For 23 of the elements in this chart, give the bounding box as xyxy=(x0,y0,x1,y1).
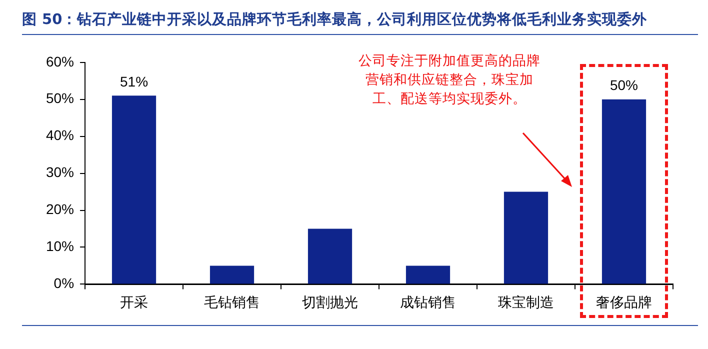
x-tick-label: 成钻销售 xyxy=(400,295,456,312)
bar xyxy=(406,266,450,284)
y-tick-label: 30% xyxy=(46,164,74,180)
y-tick-label: 50% xyxy=(46,90,74,106)
y-tick-label: 10% xyxy=(46,238,74,254)
y-tick-label: 60% xyxy=(46,53,74,70)
bar xyxy=(308,228,352,284)
data-label: 50% xyxy=(610,77,638,94)
bar xyxy=(504,192,548,284)
y-tick-label: 20% xyxy=(46,201,74,218)
bar xyxy=(602,99,646,284)
chart-title: 图 50：钻石产业链中开采以及品牌环节毛利率最高，公司利用区位优势将低毛利业务实现委外 xyxy=(22,10,698,35)
y-tick-label: 40% xyxy=(46,127,74,144)
x-tick-label: 毛钻销售 xyxy=(204,295,260,312)
bar xyxy=(210,266,254,284)
bar xyxy=(112,96,156,284)
x-tick-label: 珠宝制造 xyxy=(498,295,554,312)
annotation: 公司专注于附加值更高的品牌营销和供应链整合，珠宝加工、配送等均实现委外。 xyxy=(358,52,542,109)
x-tick-label: 切割抛光 xyxy=(302,295,358,312)
data-label: 51% xyxy=(120,74,148,90)
y-tick-label: 0% xyxy=(54,275,74,292)
x-tick-label: 开采 xyxy=(120,295,148,312)
x-tick-label: 奢侈品牌 xyxy=(596,295,652,312)
